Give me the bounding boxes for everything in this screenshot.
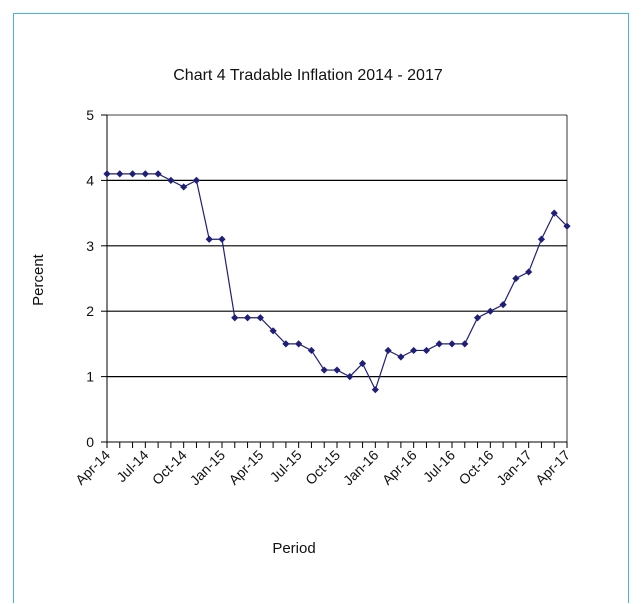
data-point-Feb-16 — [384, 346, 392, 355]
x-tick-label-Jul-15: Jul-15 — [267, 447, 305, 485]
data-point-Nov-15 — [346, 373, 354, 381]
x-tick-label-Jan-17: Jan-17 — [493, 447, 535, 489]
y-tick-label-4: 4 — [86, 172, 94, 188]
data-point-Dec-16 — [512, 274, 520, 283]
data-point-Jul-14 — [141, 170, 149, 178]
gridlines — [107, 114, 568, 442]
axes — [101, 114, 568, 448]
y-tick-label-1: 1 — [86, 369, 94, 385]
data-point-Nov-14 — [192, 176, 201, 184]
chart-title: Chart 4 Tradable Inflation 2014 - 2017 — [173, 67, 443, 84]
data-point-Sep-16 — [473, 314, 482, 322]
data-point-Jun-16 — [435, 340, 443, 348]
data-point-Apr-17 — [563, 222, 571, 230]
data-point-Mar-16 — [397, 353, 405, 361]
y-tick-label-5: 5 — [86, 107, 94, 123]
data-point-Jun-14 — [128, 170, 137, 178]
data-point-Mar-17 — [550, 209, 558, 217]
x-tick-label-Jul-16: Jul-16 — [420, 447, 458, 485]
data-point-May-16 — [422, 346, 431, 355]
data-point-May-14 — [116, 170, 124, 178]
x-tick-label-Jan-15: Jan-15 — [187, 447, 229, 489]
y-tick-label-3: 3 — [86, 238, 94, 254]
series-inflation — [103, 170, 571, 394]
data-point-Feb-17 — [537, 235, 546, 243]
x-axis-title: Period — [272, 540, 315, 557]
x-tick-label-Apr-14: Apr-14 — [72, 447, 113, 488]
data-point-Sep-14 — [167, 176, 175, 184]
data-point-Jan-16 — [371, 386, 379, 394]
x-tick-label-Apr-15: Apr-15 — [225, 447, 266, 488]
data-point-Oct-16 — [486, 307, 494, 315]
data-point-May-15 — [269, 327, 277, 335]
data-point-Jan-17 — [525, 268, 533, 276]
data-point-Dec-15 — [358, 359, 367, 368]
x-tick-label-Apr-17: Apr-17 — [532, 447, 573, 488]
x-tick-label-Oct-14: Oct-14 — [149, 447, 190, 488]
data-point-Aug-16 — [461, 340, 469, 348]
x-tick-label-Jan-16: Jan-16 — [340, 447, 382, 489]
data-point-Oct-14 — [180, 183, 188, 191]
data-point-Oct-15 — [333, 366, 341, 374]
x-tick-label-Oct-16: Oct-16 — [455, 447, 496, 488]
x-tick-label-Jul-14: Jul-14 — [113, 447, 151, 485]
y-axis-title: Percent — [30, 253, 47, 306]
data-point-Feb-15 — [231, 314, 239, 322]
data-point-Jun-15 — [282, 340, 290, 348]
data-point-Aug-15 — [307, 346, 316, 355]
data-point-Sep-15 — [320, 366, 328, 374]
data-point-Apr-15 — [256, 314, 264, 322]
data-point-Nov-16 — [499, 301, 507, 309]
data-point-Mar-15 — [243, 314, 252, 322]
x-tick-label-Apr-16: Apr-16 — [379, 447, 420, 488]
y-tick-label-0: 0 — [86, 434, 94, 450]
data-point-Apr-14 — [103, 170, 111, 178]
chart-frame — [13, 13, 629, 603]
data-point-Jul-16 — [448, 340, 456, 348]
data-point-Jan-15 — [218, 235, 226, 243]
y-tick-label-2: 2 — [86, 303, 94, 319]
data-point-Dec-14 — [205, 235, 213, 243]
data-point-Apr-16 — [410, 346, 418, 355]
series-line — [107, 173, 568, 392]
data-point-Jul-15 — [295, 340, 303, 348]
data-point-Aug-14 — [154, 170, 162, 178]
x-tick-label-Oct-15: Oct-15 — [302, 447, 343, 488]
